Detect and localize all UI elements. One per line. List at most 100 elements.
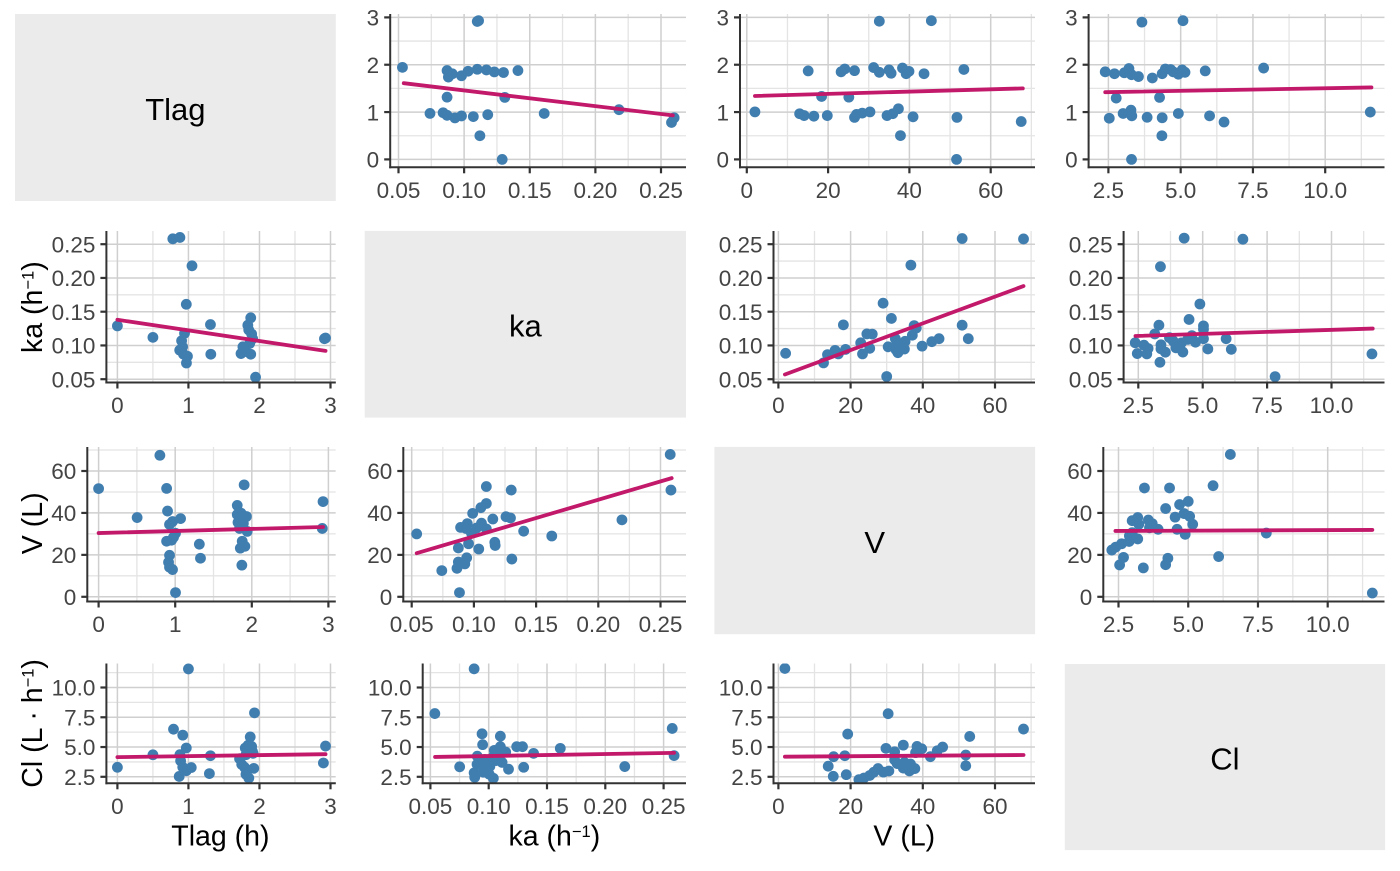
svg-text:0.15: 0.15 xyxy=(1069,300,1113,325)
svg-text:20: 20 xyxy=(367,543,392,568)
svg-text:0.15: 0.15 xyxy=(514,612,558,637)
svg-text:0.25: 0.25 xyxy=(639,178,683,203)
svg-text:0: 0 xyxy=(64,585,77,610)
svg-text:0.20: 0.20 xyxy=(1069,266,1113,291)
svg-text:0.15: 0.15 xyxy=(525,794,569,819)
svg-text:ka: ka xyxy=(509,309,543,344)
svg-text:5.0: 5.0 xyxy=(64,735,95,760)
svg-text:0.10: 0.10 xyxy=(467,794,511,819)
svg-text:Cl: Cl xyxy=(1210,741,1239,776)
svg-text:0.10: 0.10 xyxy=(442,178,486,203)
svg-text:10.0: 10.0 xyxy=(1310,393,1354,418)
svg-text:2: 2 xyxy=(253,393,266,418)
svg-text:2: 2 xyxy=(246,612,259,637)
svg-text:0: 0 xyxy=(1065,148,1078,173)
svg-text:0.05: 0.05 xyxy=(719,367,763,392)
svg-text:40: 40 xyxy=(51,501,76,526)
svg-text:60: 60 xyxy=(367,459,392,484)
svg-text:0.15: 0.15 xyxy=(508,178,552,203)
svg-text:2: 2 xyxy=(1065,53,1078,78)
svg-text:Cl (L · h−1): Cl (L · h−1) xyxy=(17,659,49,788)
svg-text:40: 40 xyxy=(897,178,922,203)
svg-text:2.5: 2.5 xyxy=(1093,178,1124,203)
svg-text:0: 0 xyxy=(92,612,105,637)
svg-text:0.20: 0.20 xyxy=(573,178,617,203)
svg-text:3: 3 xyxy=(322,612,335,637)
svg-text:3: 3 xyxy=(1065,6,1078,31)
svg-text:2: 2 xyxy=(253,794,266,819)
svg-text:7.5: 7.5 xyxy=(1242,612,1273,637)
svg-text:3: 3 xyxy=(324,393,337,418)
svg-text:2: 2 xyxy=(367,53,380,78)
svg-text:1: 1 xyxy=(182,393,195,418)
svg-text:0: 0 xyxy=(380,585,393,610)
svg-text:0.25: 0.25 xyxy=(719,232,763,257)
svg-text:7.5: 7.5 xyxy=(380,705,411,730)
svg-text:60: 60 xyxy=(982,794,1007,819)
svg-text:0.20: 0.20 xyxy=(719,266,763,291)
svg-text:0.25: 0.25 xyxy=(639,612,683,637)
svg-text:5.0: 5.0 xyxy=(731,735,762,760)
svg-text:60: 60 xyxy=(1067,459,1092,484)
svg-text:0.05: 0.05 xyxy=(377,178,421,203)
svg-text:0.10: 0.10 xyxy=(1069,334,1113,359)
svg-text:5.0: 5.0 xyxy=(1165,178,1196,203)
svg-text:60: 60 xyxy=(978,178,1003,203)
svg-text:10.0: 10.0 xyxy=(1303,178,1347,203)
svg-text:0.10: 0.10 xyxy=(52,334,96,359)
svg-text:60: 60 xyxy=(982,393,1007,418)
svg-text:0.20: 0.20 xyxy=(576,612,620,637)
svg-text:0.25: 0.25 xyxy=(642,794,686,819)
svg-text:Tlag: Tlag xyxy=(145,92,205,127)
svg-text:1: 1 xyxy=(1065,100,1078,125)
svg-text:0.05: 0.05 xyxy=(409,794,453,819)
svg-text:1: 1 xyxy=(182,794,195,819)
svg-text:2.5: 2.5 xyxy=(1103,612,1134,637)
svg-text:1: 1 xyxy=(169,612,182,637)
svg-text:0.25: 0.25 xyxy=(52,232,96,257)
svg-text:20: 20 xyxy=(51,543,76,568)
svg-text:40: 40 xyxy=(910,794,935,819)
svg-text:5.0: 5.0 xyxy=(380,735,411,760)
svg-text:0.10: 0.10 xyxy=(452,612,496,637)
svg-text:0.05: 0.05 xyxy=(1069,367,1113,392)
svg-text:7.5: 7.5 xyxy=(1237,178,1268,203)
svg-text:10.0: 10.0 xyxy=(1306,612,1350,637)
svg-text:0: 0 xyxy=(1080,585,1093,610)
svg-text:20: 20 xyxy=(816,178,841,203)
svg-text:0: 0 xyxy=(367,148,380,173)
svg-text:20: 20 xyxy=(1067,543,1092,568)
svg-text:7.5: 7.5 xyxy=(1251,393,1282,418)
svg-text:0.05: 0.05 xyxy=(390,612,434,637)
svg-text:0: 0 xyxy=(111,794,124,819)
svg-text:0.20: 0.20 xyxy=(583,794,627,819)
svg-text:7.5: 7.5 xyxy=(64,705,95,730)
svg-text:1: 1 xyxy=(367,100,380,125)
svg-text:2.5: 2.5 xyxy=(380,765,411,790)
svg-text:10.0: 10.0 xyxy=(368,676,412,701)
svg-text:10.0: 10.0 xyxy=(52,676,96,701)
svg-text:20: 20 xyxy=(838,393,863,418)
svg-text:0: 0 xyxy=(716,148,729,173)
svg-text:3: 3 xyxy=(716,6,729,31)
svg-text:0.15: 0.15 xyxy=(719,300,763,325)
svg-text:0.15: 0.15 xyxy=(52,300,96,325)
svg-text:40: 40 xyxy=(367,501,392,526)
svg-text:1: 1 xyxy=(716,100,729,125)
svg-text:V (L): V (L) xyxy=(17,492,49,554)
svg-text:0: 0 xyxy=(741,178,754,203)
svg-text:60: 60 xyxy=(51,459,76,484)
svg-text:0.20: 0.20 xyxy=(52,266,96,291)
svg-text:0: 0 xyxy=(772,393,785,418)
svg-text:40: 40 xyxy=(910,393,935,418)
svg-text:20: 20 xyxy=(838,794,863,819)
svg-text:0.10: 0.10 xyxy=(719,334,763,359)
svg-text:5.0: 5.0 xyxy=(1173,612,1204,637)
svg-text:0: 0 xyxy=(772,794,785,819)
svg-text:V: V xyxy=(864,525,885,560)
svg-text:7.5: 7.5 xyxy=(731,705,762,730)
svg-text:0.25: 0.25 xyxy=(1069,232,1113,257)
svg-text:2.5: 2.5 xyxy=(1123,393,1154,418)
svg-text:3: 3 xyxy=(324,794,337,819)
svg-text:0.05: 0.05 xyxy=(52,367,96,392)
